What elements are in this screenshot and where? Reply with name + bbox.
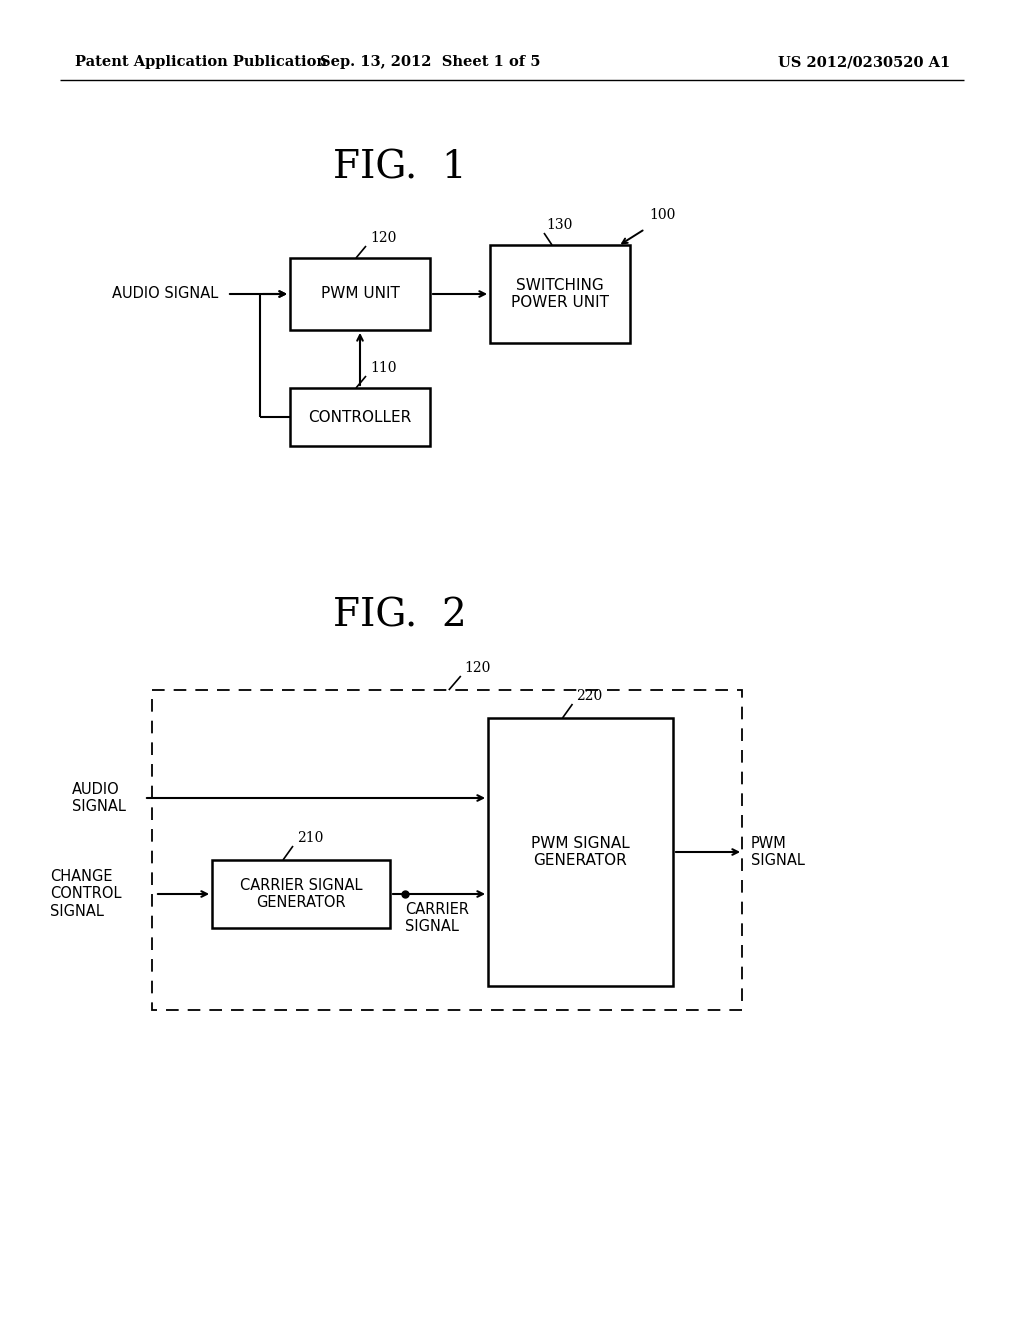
Text: FIG.  2: FIG. 2 [333, 598, 467, 635]
Bar [212, 861, 390, 928]
Text: 110: 110 [370, 360, 396, 375]
Text: 120: 120 [370, 231, 396, 246]
Text: Sep. 13, 2012  Sheet 1 of 5: Sep. 13, 2012 Sheet 1 of 5 [319, 55, 541, 69]
Bar [490, 246, 630, 343]
Text: US 2012/0230520 A1: US 2012/0230520 A1 [778, 55, 950, 69]
Text: CHANGE
CONTROL
SIGNAL: CHANGE CONTROL SIGNAL [50, 869, 122, 919]
Text: FIG.  1: FIG. 1 [333, 149, 467, 186]
Text: 210: 210 [297, 832, 324, 845]
Bar [290, 388, 430, 446]
Text: CARRIER
SIGNAL: CARRIER SIGNAL [406, 902, 469, 935]
Text: SWITCHING
POWER UNIT: SWITCHING POWER UNIT [511, 277, 609, 310]
Bar [290, 257, 430, 330]
Text: CONTROLLER: CONTROLLER [308, 409, 412, 425]
Text: AUDIO
SIGNAL: AUDIO SIGNAL [72, 781, 126, 814]
Text: 130: 130 [546, 218, 572, 232]
Text: 120: 120 [465, 661, 492, 675]
Text: Patent Application Publication: Patent Application Publication [75, 55, 327, 69]
Bar [152, 690, 742, 1010]
Text: PWM SIGNAL
GENERATOR: PWM SIGNAL GENERATOR [531, 836, 630, 869]
Text: PWM UNIT: PWM UNIT [321, 286, 399, 301]
Text: CARRIER SIGNAL
GENERATOR: CARRIER SIGNAL GENERATOR [240, 878, 362, 911]
Text: 100: 100 [649, 209, 676, 222]
Bar [488, 718, 673, 986]
Text: PWM
SIGNAL: PWM SIGNAL [751, 836, 805, 869]
Text: AUDIO SIGNAL: AUDIO SIGNAL [112, 286, 218, 301]
Text: 220: 220 [577, 689, 603, 704]
